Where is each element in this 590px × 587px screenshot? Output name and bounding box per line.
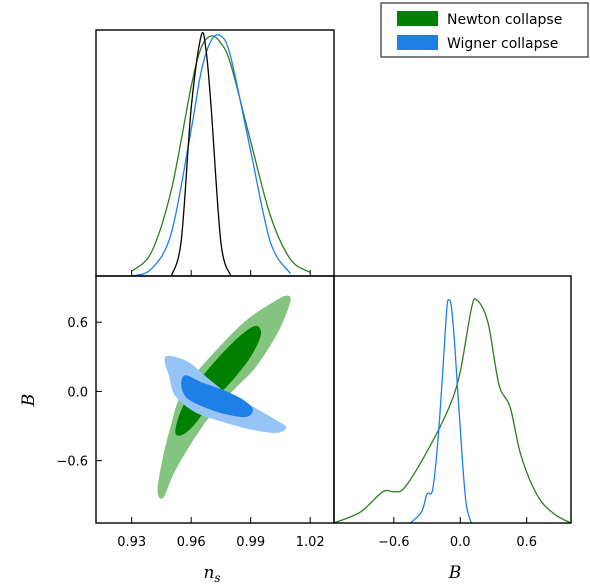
- marginal-B-frame: [333, 275, 572, 524]
- B-tick-label-bottom: 0.0: [450, 535, 471, 550]
- ns-axis-title: ns: [203, 563, 220, 585]
- svg-text:ns: ns: [203, 563, 220, 585]
- contour-wigner-collapse-68: [181, 375, 253, 418]
- B-tick-label: 0.6: [67, 316, 88, 331]
- ns-tick-label: 0.99: [236, 535, 265, 550]
- B-axis-title-left: B: [19, 394, 39, 408]
- B-axis-title-bottom: B: [448, 563, 462, 583]
- marginal-B-panel: −0.6 0.0 0.6: [333, 275, 572, 550]
- legend: Newton collapse Wigner collapse: [380, 2, 589, 58]
- marginal-B-curve-wigner-collapse: [409, 298, 472, 524]
- B-tick-label: −0.6: [56, 455, 88, 470]
- legend-swatch-wigner: [397, 35, 438, 50]
- legend-label-wigner: Wigner collapse: [447, 36, 558, 52]
- B-tick-label-bottom: 0.6: [516, 535, 537, 550]
- ns-tick-label: 0.96: [177, 535, 206, 550]
- marginal-B-curve-newton-collapse: [333, 298, 572, 524]
- marginal-ns-curve-wigner-collapse: [131, 34, 291, 277]
- B-tick-label-bottom: −0.6: [378, 535, 410, 550]
- contour-panel: 0.93 0.96 0.99 1.02 −0.6 0.0 0.6: [56, 270, 335, 550]
- marginal-ns-panel: [95, 29, 335, 277]
- ns-tick-label: 1.02: [296, 535, 325, 550]
- legend-swatch-newton: [397, 11, 438, 26]
- legend-label-newton: Newton collapse: [447, 12, 562, 28]
- marginal-ns-curve-baseline: [170, 31, 232, 277]
- ns-tick-label: 0.93: [117, 535, 146, 550]
- marginal-ns-frame: [95, 29, 335, 277]
- B-tick-label: 0.0: [67, 385, 88, 400]
